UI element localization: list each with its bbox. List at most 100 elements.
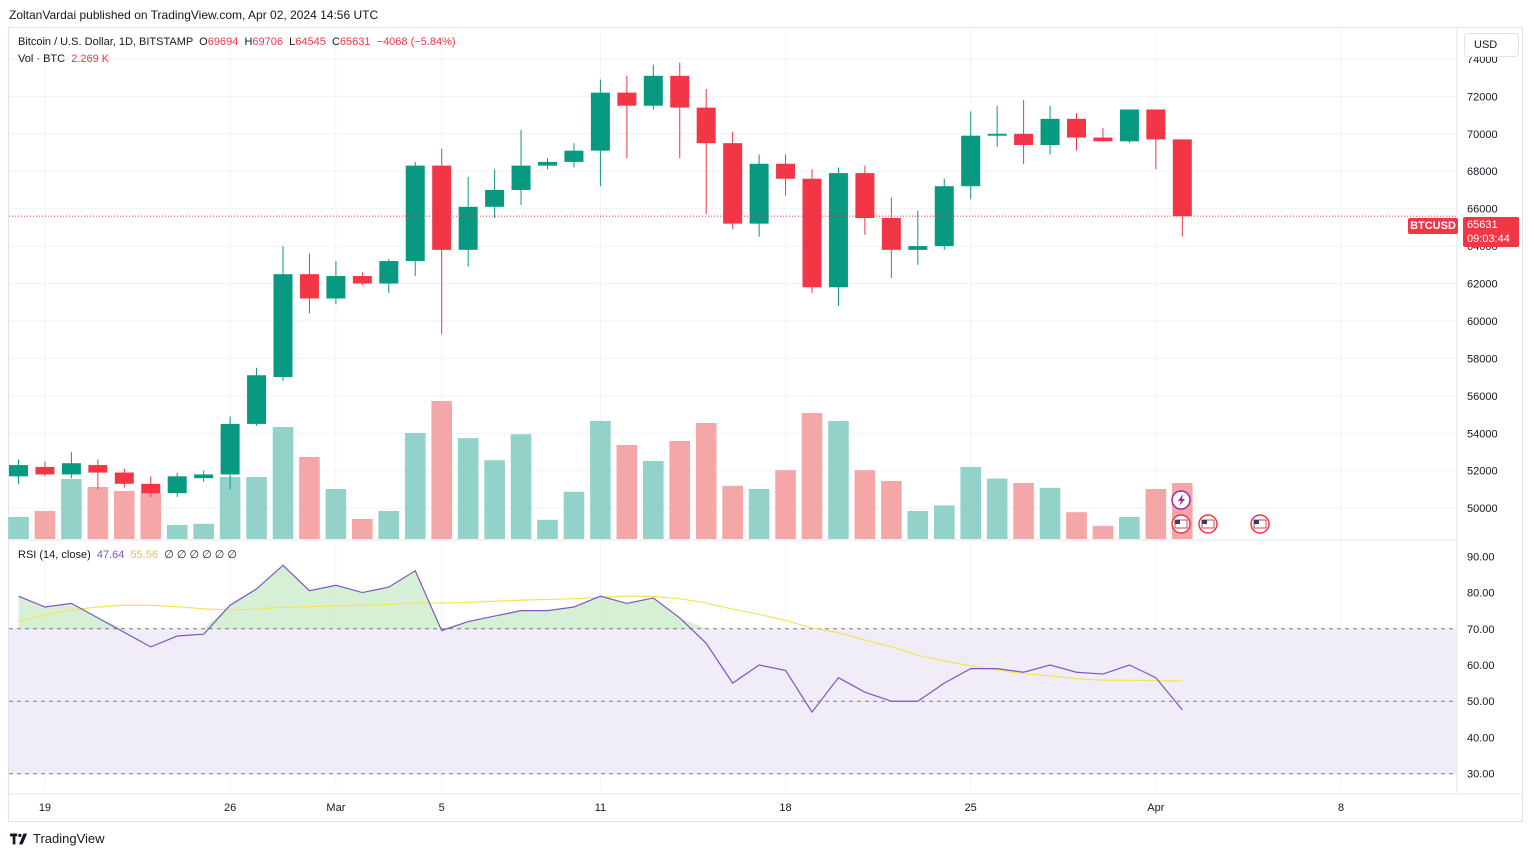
candle-body	[35, 466, 55, 475]
volume-bar	[537, 519, 558, 539]
candle-body	[723, 143, 743, 224]
volume-bar	[61, 479, 82, 539]
time-tick-label: 25	[965, 802, 977, 814]
candle-body	[855, 173, 875, 219]
candle-body	[220, 423, 240, 475]
candle-body	[194, 474, 214, 479]
volume-bar	[775, 470, 796, 539]
candles	[9, 62, 1457, 497]
candle-body	[776, 163, 796, 179]
candle-body	[643, 75, 663, 106]
tradingview-logo-icon	[10, 833, 28, 844]
high-value: 69706	[252, 36, 283, 48]
axes: 7400072000700006800066000640006200060000…	[9, 29, 1522, 814]
volume-bar	[140, 493, 162, 539]
bar-countdown: 09:03:44	[1467, 233, 1510, 245]
rsi-value: 47.64	[96, 549, 125, 561]
symbol-name: Bitcoin / U.S. Dollar, 1D, BITSTAMP	[18, 36, 194, 48]
volume-bar	[1145, 489, 1167, 539]
candle-body	[458, 206, 478, 250]
candle-body	[1067, 118, 1086, 138]
change-value: −4068 (−5.84%)	[376, 36, 456, 48]
volume-bar	[748, 489, 770, 539]
volume-bar	[907, 511, 929, 539]
candle-body	[617, 92, 637, 106]
low-value: 64545	[295, 36, 326, 48]
open-value: 69694	[207, 36, 239, 48]
volume-legend: Vol · BTC 2.269 K	[18, 53, 109, 65]
symbol-price-tag: BTCUSD	[1408, 218, 1458, 234]
candle-body	[1014, 133, 1034, 146]
time-tick-label: 5	[439, 802, 445, 814]
candle-body	[1119, 109, 1139, 142]
rsi-line	[18, 564, 1183, 714]
volume-bar	[590, 421, 611, 539]
volume-bar	[87, 487, 109, 539]
rsi-pane	[9, 564, 1457, 775]
candle-body	[61, 463, 81, 475]
close-value: 65631	[339, 36, 371, 48]
rsi-legend: RSI (14, close) 47.64 55.56 ∅ ∅ ∅ ∅ ∅ ∅	[18, 548, 237, 561]
candle-body	[696, 107, 716, 144]
rsi-ma-value: 55.56	[130, 549, 159, 561]
price-tick-label: 72000	[1467, 91, 1498, 103]
volume-bar	[193, 523, 214, 539]
volume-bar	[960, 467, 981, 539]
volume-bar	[246, 477, 267, 539]
candle-body	[961, 135, 981, 187]
volume-bar	[933, 505, 955, 539]
tradingview-logo[interactable]: TradingView	[10, 831, 105, 846]
candle-body	[828, 173, 848, 288]
volume-bar	[1039, 487, 1061, 539]
volume-bar	[404, 433, 426, 539]
candle-body	[88, 465, 108, 473]
rsi-tick-label: 30.00	[1467, 769, 1495, 781]
candle-body	[141, 483, 161, 494]
candle-body	[352, 276, 372, 284]
volume-bar	[616, 445, 638, 539]
rsi-tick-label: 80.00	[1467, 588, 1495, 600]
candle-body	[749, 163, 769, 224]
us-flag-icon-canton	[1254, 520, 1259, 524]
volume-bar	[695, 423, 717, 539]
candle-body	[1093, 137, 1113, 142]
candle-body	[9, 465, 28, 477]
time-tick-label: Mar	[326, 802, 345, 814]
rsi-tick-label: 90.00	[1467, 551, 1495, 563]
candle-body	[485, 189, 505, 207]
time-tick-label: 19	[39, 802, 51, 814]
volume-bar	[669, 441, 691, 539]
lightning-icon-glyph	[1178, 494, 1185, 506]
volume-bar	[563, 491, 585, 539]
price-tick-label: 54000	[1467, 428, 1498, 440]
volume-bar	[1013, 483, 1034, 539]
candle-body	[1172, 139, 1192, 217]
candle-body	[934, 186, 954, 247]
volume-bar	[8, 517, 29, 539]
price-tick-label: 58000	[1467, 353, 1498, 365]
rsi-tick-label: 40.00	[1467, 732, 1495, 744]
candle-body	[432, 165, 452, 250]
volume-bar	[854, 470, 876, 539]
volume-bar	[828, 421, 849, 539]
rsi-tick-label: 50.00	[1467, 696, 1495, 708]
last-price-tag: 65631 09:03:44	[1463, 217, 1519, 247]
volume-bar	[378, 511, 400, 539]
volume-bar	[484, 460, 505, 539]
volume-bar	[325, 489, 347, 539]
volume-bar	[457, 438, 479, 539]
candle-body	[167, 476, 187, 494]
currency-button[interactable]: USD	[1464, 33, 1519, 57]
candle-body	[379, 261, 399, 284]
candle-body	[590, 92, 610, 151]
candle-body	[538, 161, 557, 166]
time-tick-label: 26	[224, 802, 236, 814]
candle-body	[405, 165, 425, 262]
candle-body	[670, 75, 690, 108]
rsi-label: RSI (14, close)	[18, 549, 91, 561]
volume-bar	[510, 434, 532, 539]
candle-body	[908, 246, 928, 250]
event-markers	[1171, 490, 1270, 534]
rsi-extra-values: ∅ ∅ ∅ ∅ ∅ ∅	[164, 549, 237, 561]
